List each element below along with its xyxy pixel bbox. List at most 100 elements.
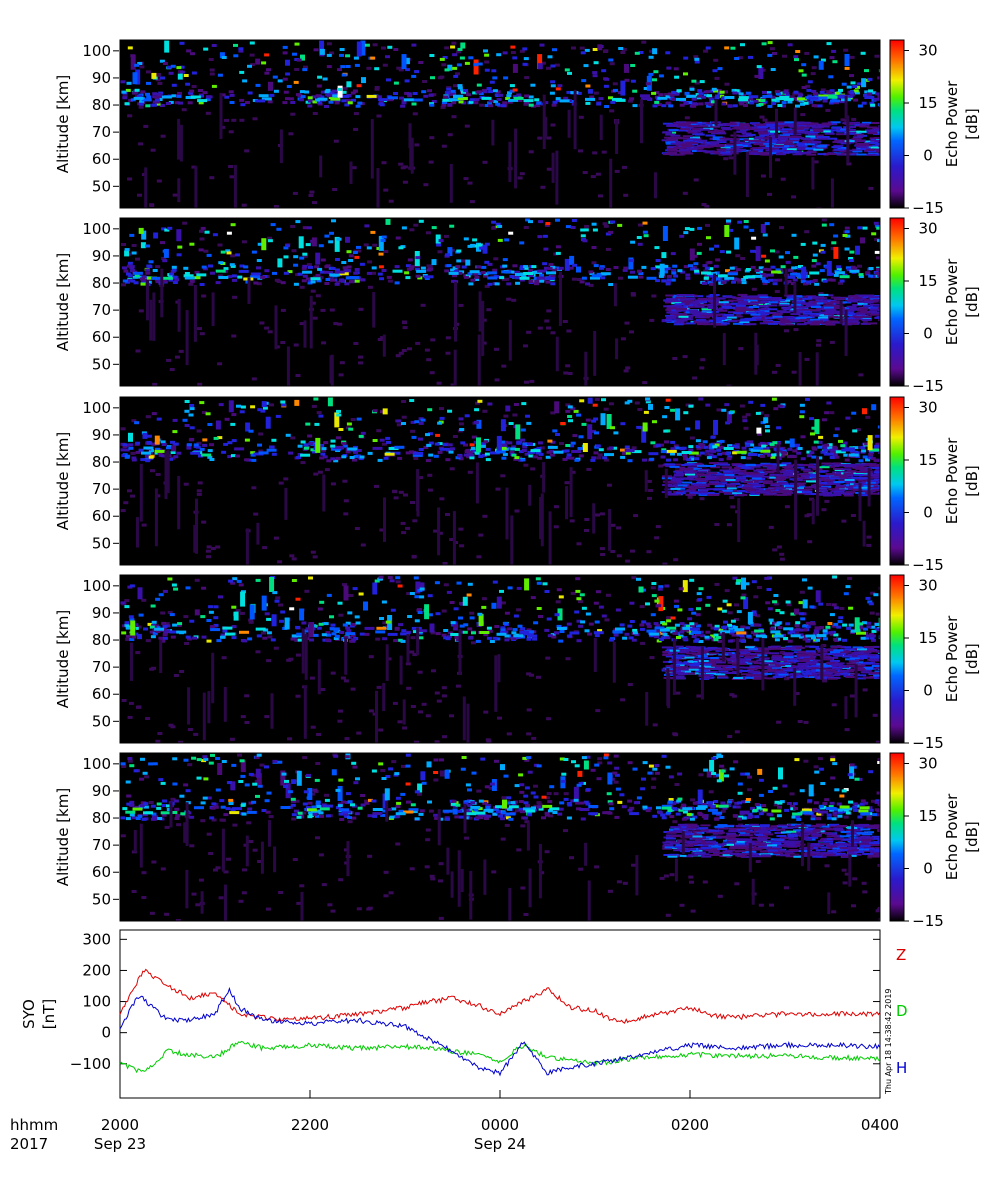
echo-cell bbox=[334, 412, 340, 428]
echo-cell bbox=[704, 204, 710, 208]
echo-cell bbox=[431, 100, 437, 103]
echo-cell bbox=[157, 82, 163, 85]
echo-cell bbox=[726, 143, 737, 146]
echo-cell bbox=[229, 175, 235, 179]
echo-cell bbox=[695, 478, 705, 480]
echo-cell bbox=[220, 125, 226, 129]
echo-cell bbox=[520, 438, 526, 442]
echo-cell bbox=[131, 419, 137, 423]
echo-cell bbox=[178, 349, 184, 353]
echo-cell bbox=[664, 440, 669, 444]
echo-cell bbox=[836, 153, 847, 156]
echo-cell bbox=[429, 371, 435, 375]
echo-cell bbox=[722, 128, 733, 131]
echo-cell bbox=[412, 98, 423, 102]
echo-cell bbox=[777, 278, 783, 282]
echo-cell bbox=[756, 427, 762, 434]
echo-cell bbox=[603, 84, 609, 88]
echo-cell bbox=[363, 243, 369, 247]
echo-cell bbox=[596, 102, 602, 106]
echo-cell bbox=[189, 437, 195, 441]
echo-cell bbox=[715, 277, 721, 281]
echo-cell bbox=[874, 434, 880, 438]
echo-cell bbox=[814, 296, 825, 299]
echo-cell bbox=[663, 264, 669, 268]
echo-cell bbox=[361, 77, 366, 84]
echo-cell bbox=[468, 56, 474, 60]
echo-cell bbox=[439, 407, 444, 411]
echo-cell bbox=[670, 452, 675, 456]
echo-cell bbox=[589, 272, 595, 276]
echo-cell bbox=[800, 277, 806, 281]
echo-cell bbox=[164, 228, 170, 232]
echo-cell bbox=[315, 94, 321, 98]
echo-cell bbox=[719, 322, 730, 325]
echo-cell bbox=[271, 438, 277, 442]
echo-cell bbox=[798, 314, 809, 317]
echo-cell bbox=[343, 268, 349, 272]
echo-cell bbox=[280, 400, 286, 404]
echo-cell bbox=[789, 317, 800, 320]
echo-cell bbox=[151, 72, 157, 79]
echo-cell bbox=[385, 218, 391, 225]
echo-cell bbox=[758, 151, 769, 154]
echo-cell bbox=[765, 121, 775, 124]
echo-cell bbox=[649, 318, 655, 322]
echo-cell bbox=[738, 96, 749, 100]
echo-cell bbox=[870, 313, 880, 316]
echo-cell bbox=[467, 450, 473, 454]
echo-cell bbox=[293, 263, 299, 267]
echo-cell bbox=[820, 130, 831, 133]
panel-1-cb-label-2: [dB] bbox=[963, 108, 981, 140]
echo-cell bbox=[583, 228, 589, 232]
echo-cell bbox=[732, 104, 738, 108]
echo-cell bbox=[813, 134, 824, 137]
echo-cell bbox=[429, 103, 435, 107]
echo-cell bbox=[484, 104, 490, 107]
echo-cell bbox=[835, 450, 846, 454]
echo-cell bbox=[673, 458, 679, 462]
echo-cell bbox=[771, 102, 777, 105]
echo-cell bbox=[170, 451, 176, 454]
echo-cell bbox=[682, 143, 693, 146]
echo-cell bbox=[327, 397, 333, 407]
echo-cell bbox=[532, 455, 538, 459]
echo-cell bbox=[404, 91, 410, 95]
echo-cell bbox=[841, 519, 847, 523]
echo-cell bbox=[211, 292, 215, 326]
echo-cell bbox=[511, 298, 517, 302]
echo-cell bbox=[408, 266, 414, 270]
echo-cell bbox=[800, 242, 806, 246]
echo-cell bbox=[300, 440, 306, 444]
echo-cell bbox=[785, 260, 791, 264]
echo-cell bbox=[671, 90, 677, 94]
echo-cell bbox=[767, 301, 778, 304]
echo-cell bbox=[826, 42, 832, 46]
echo-cell bbox=[857, 145, 868, 148]
echo-cell bbox=[564, 258, 570, 271]
echo-cell bbox=[716, 141, 727, 143]
echo-cell bbox=[562, 320, 568, 323]
echo-cell bbox=[767, 53, 773, 57]
echo-cell bbox=[130, 494, 135, 498]
echo-cell bbox=[869, 303, 880, 306]
echo-cell bbox=[833, 315, 844, 317]
echo-cell bbox=[769, 442, 775, 446]
echo-cell bbox=[830, 99, 840, 103]
echo-cell bbox=[177, 118, 181, 160]
echo-cell bbox=[412, 519, 418, 523]
echo-cell bbox=[803, 101, 809, 105]
echo-cell bbox=[544, 277, 555, 281]
echo-cell bbox=[447, 409, 453, 413]
echo-cell bbox=[763, 321, 774, 324]
echo-cell bbox=[459, 56, 465, 60]
echo-cell bbox=[376, 114, 382, 118]
echo-cell bbox=[449, 467, 455, 471]
echo-cell bbox=[820, 450, 826, 454]
echo-cell bbox=[712, 136, 723, 139]
echo-cell bbox=[197, 382, 203, 386]
echo-cell bbox=[681, 451, 692, 454]
echo-cell bbox=[370, 230, 376, 234]
echo-cell bbox=[601, 69, 607, 73]
